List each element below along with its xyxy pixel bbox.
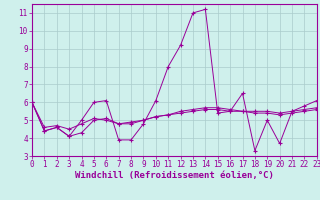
X-axis label: Windchill (Refroidissement éolien,°C): Windchill (Refroidissement éolien,°C) [75,171,274,180]
